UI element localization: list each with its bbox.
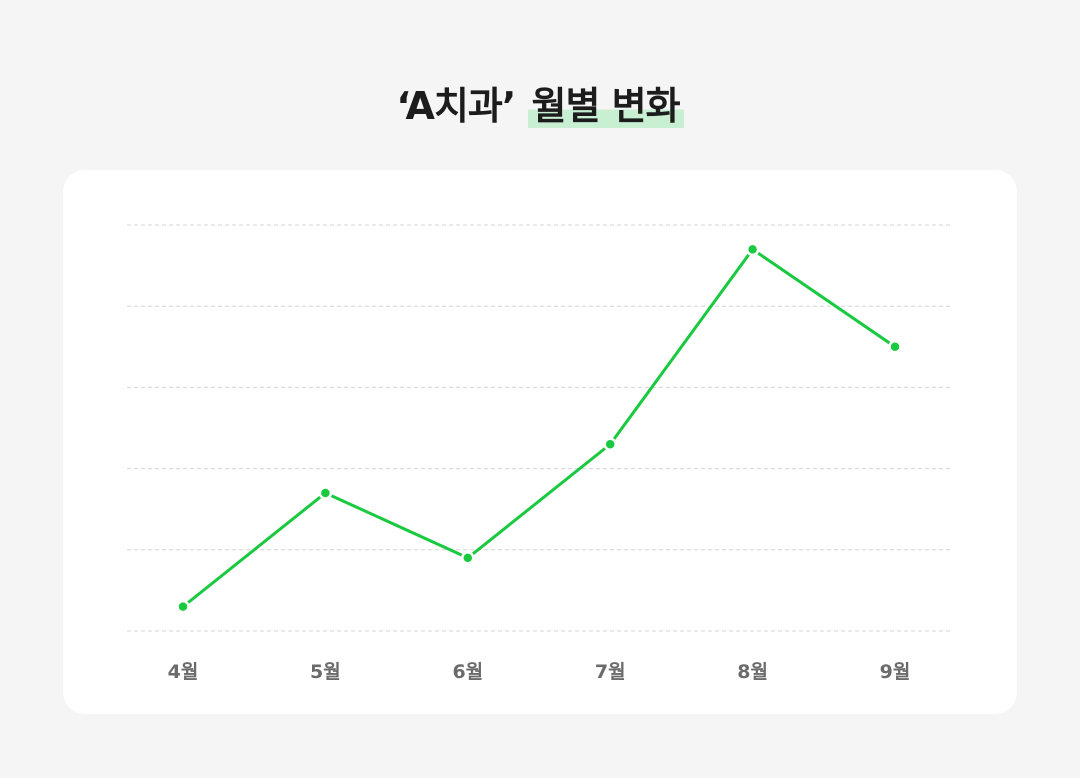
x-tick-label: 6월 xyxy=(452,661,483,683)
x-tick-label: 7월 xyxy=(595,661,626,683)
data-point xyxy=(176,599,190,614)
chart-card: 4월 5월 6월 7월 8월 9월 xyxy=(63,170,1017,714)
chart-title-prefix: ‘A치과’ xyxy=(396,84,516,128)
chart-title-wrap: ‘A치과’ 월별 변화 xyxy=(0,78,1080,134)
data-point xyxy=(745,242,760,257)
data-points xyxy=(176,242,902,614)
series-line xyxy=(182,247,896,608)
x-tick-label: 9월 xyxy=(880,661,911,683)
data-point xyxy=(603,437,617,451)
x-axis-tick-labels: 4월 5월 6월 7월 8월 9월 xyxy=(168,661,911,683)
chart-title: ‘A치과’ 월별 변화 xyxy=(396,78,684,134)
grid-lines xyxy=(127,224,953,632)
line-chart: 4월 5월 6월 7월 8월 9월 xyxy=(127,224,953,683)
x-tick-label: 5월 xyxy=(310,661,341,683)
x-tick-label: 4월 xyxy=(168,661,199,683)
chart-title-highlight: 월별 변화 xyxy=(527,84,684,128)
data-point xyxy=(888,340,902,354)
x-tick-label: 8월 xyxy=(737,661,768,683)
data-point xyxy=(318,486,333,500)
series-line-group xyxy=(182,247,896,608)
data-point xyxy=(461,551,475,565)
